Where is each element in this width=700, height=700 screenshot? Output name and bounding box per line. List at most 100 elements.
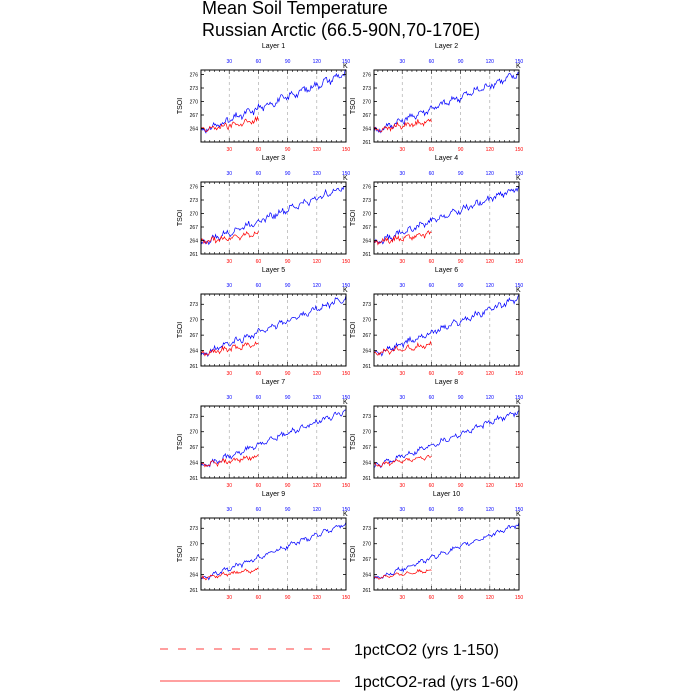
x-top-tick-label: 90 (458, 59, 464, 65)
x-top-tick-label: 30 (399, 395, 405, 401)
unit-label: K (516, 287, 521, 294)
panel-title: Layer 2 (435, 43, 458, 50)
series-line-2 (200, 454, 259, 468)
panel-title: Layer 5 (262, 267, 285, 274)
y-tick-label: 264 (190, 572, 199, 578)
x-bottom-tick-label: 120 (313, 371, 322, 377)
y-tick-label: 267 (363, 113, 372, 119)
x-top-tick-label: 60 (429, 59, 435, 65)
figure-subtitle: Russian Arctic (66.5-90N,70-170E) (202, 20, 481, 40)
y-tick-label: 264 (190, 238, 199, 244)
x-bottom-tick-label: 90 (458, 595, 464, 601)
y-axis-label: TSOI (177, 98, 184, 114)
panel-title: Layer 8 (435, 379, 458, 386)
x-top-tick-label: 90 (458, 283, 464, 289)
x-bottom-tick-label: 60 (256, 371, 262, 377)
legend: 1pctCO2 (yrs 1-150) 1pctCO2-rad (yrs 1-60… (160, 642, 519, 691)
x-top-tick-label: 60 (429, 395, 435, 401)
x-bottom-tick-label: 90 (285, 371, 291, 377)
x-bottom-tick-label: 30 (399, 483, 405, 489)
x-bottom-tick-label: 30 (399, 371, 405, 377)
x-bottom-tick-label: 60 (429, 483, 435, 489)
y-tick-label: 264 (363, 460, 372, 466)
y-axis-label: TSOI (350, 210, 357, 226)
x-bottom-tick-label: 120 (486, 371, 495, 377)
x-top-tick-label: 30 (226, 283, 232, 289)
y-tick-label: 273 (363, 86, 372, 92)
plot-frame (200, 517, 347, 591)
plot-frame (373, 293, 520, 367)
x-bottom-tick-label: 120 (313, 259, 322, 265)
panel-4: Layer 4 K TSOI 261 264 267 270 273 276 30 60 90 120 1… (350, 155, 523, 265)
y-tick-label: 267 (190, 557, 199, 563)
panel-10: Layer 10 K TSOI 261 264 267 270 273 30 60 90 120 150… (350, 491, 523, 601)
series-line-1 (373, 71, 520, 134)
x-top-tick-label: 90 (285, 395, 291, 401)
y-tick-label: 267 (190, 113, 199, 119)
y-tick-label: 264 (363, 348, 372, 354)
y-tick-label: 264 (363, 126, 372, 132)
x-bottom-tick-label: 90 (458, 259, 464, 265)
x-top-tick-label: 150 (515, 395, 524, 401)
y-axis-label: TSOI (350, 434, 357, 450)
x-top-tick-label: 120 (313, 171, 322, 177)
x-bottom-tick-label: 60 (429, 371, 435, 377)
x-top-tick-label: 150 (515, 59, 524, 65)
series-line-1 (373, 521, 520, 580)
panel-6: Layer 6 K TSOI 261 264 267 270 273 30 60 90 120 150 3… (350, 267, 523, 377)
x-bottom-tick-label: 60 (429, 259, 435, 265)
series-line-1 (200, 521, 347, 581)
x-top-tick-label: 30 (399, 283, 405, 289)
x-bottom-tick-label: 120 (486, 483, 495, 489)
x-top-tick-label: 30 (226, 171, 232, 177)
series-line-2 (373, 340, 432, 356)
x-bottom-tick-label: 30 (399, 595, 405, 601)
legend-label-2: 1pctCO2-rad (yrs 1-60) (354, 674, 519, 691)
figure-title: Mean Soil Temperature (202, 0, 388, 18)
x-bottom-tick-label: 120 (486, 147, 495, 153)
y-tick-label: 267 (363, 445, 372, 451)
panel-8: Layer 8 K TSOI 261 264 267 270 273 30 60 90 120 150 3… (350, 379, 523, 489)
x-bottom-tick-label: 120 (486, 259, 495, 265)
y-tick-label: 267 (363, 333, 372, 339)
panel-title: Layer 3 (262, 155, 285, 162)
x-top-tick-label: 120 (313, 395, 322, 401)
panel-5: Layer 5 K TSOI 261 264 267 270 273 30 60 90 120 150 3… (177, 267, 350, 377)
series-line-1 (373, 185, 520, 245)
unit-label: K (516, 175, 521, 182)
y-tick-label: 270 (363, 318, 372, 324)
x-bottom-tick-label: 90 (285, 483, 291, 489)
x-bottom-tick-label: 60 (429, 595, 435, 601)
x-top-tick-label: 120 (313, 507, 322, 513)
y-tick-label: 273 (363, 198, 372, 204)
panel-title: Layer 9 (262, 491, 285, 498)
y-axis-label: TSOI (350, 322, 357, 338)
x-bottom-tick-label: 30 (226, 147, 232, 153)
unit-label: K (516, 399, 521, 406)
x-top-tick-label: 120 (486, 507, 495, 513)
x-bottom-tick-label: 30 (399, 259, 405, 265)
plot-frame (373, 181, 520, 255)
y-tick-label: 270 (363, 99, 372, 105)
unit-label: K (343, 63, 348, 70)
x-bottom-tick-label: 150 (342, 371, 351, 377)
unit-label: K (343, 399, 348, 406)
legend-label-1: 1pctCO2 (yrs 1-150) (354, 642, 499, 659)
panel-2: Layer 2 K TSOI 261 264 267 270 273 276 30 60 90 120 1… (350, 43, 523, 153)
series-line-1 (200, 409, 347, 468)
x-bottom-tick-label: 120 (313, 147, 322, 153)
y-tick-label: 276 (363, 72, 372, 78)
x-bottom-tick-label: 150 (515, 483, 524, 489)
y-tick-label: 273 (363, 526, 372, 532)
y-tick-label: 264 (363, 238, 372, 244)
x-bottom-tick-label: 30 (399, 147, 405, 153)
x-top-tick-label: 150 (515, 507, 524, 513)
panel-3: Layer 3 K TSOI 261 264 267 270 273 276 30 60 90 120 1… (177, 155, 350, 265)
y-tick-label: 273 (190, 526, 199, 532)
x-bottom-tick-label: 90 (285, 259, 291, 265)
y-tick-label: 276 (190, 184, 199, 190)
x-top-tick-label: 30 (399, 59, 405, 65)
y-tick-label: 261 (190, 364, 199, 370)
y-axis-label: TSOI (350, 98, 357, 114)
x-top-tick-label: 30 (226, 59, 232, 65)
